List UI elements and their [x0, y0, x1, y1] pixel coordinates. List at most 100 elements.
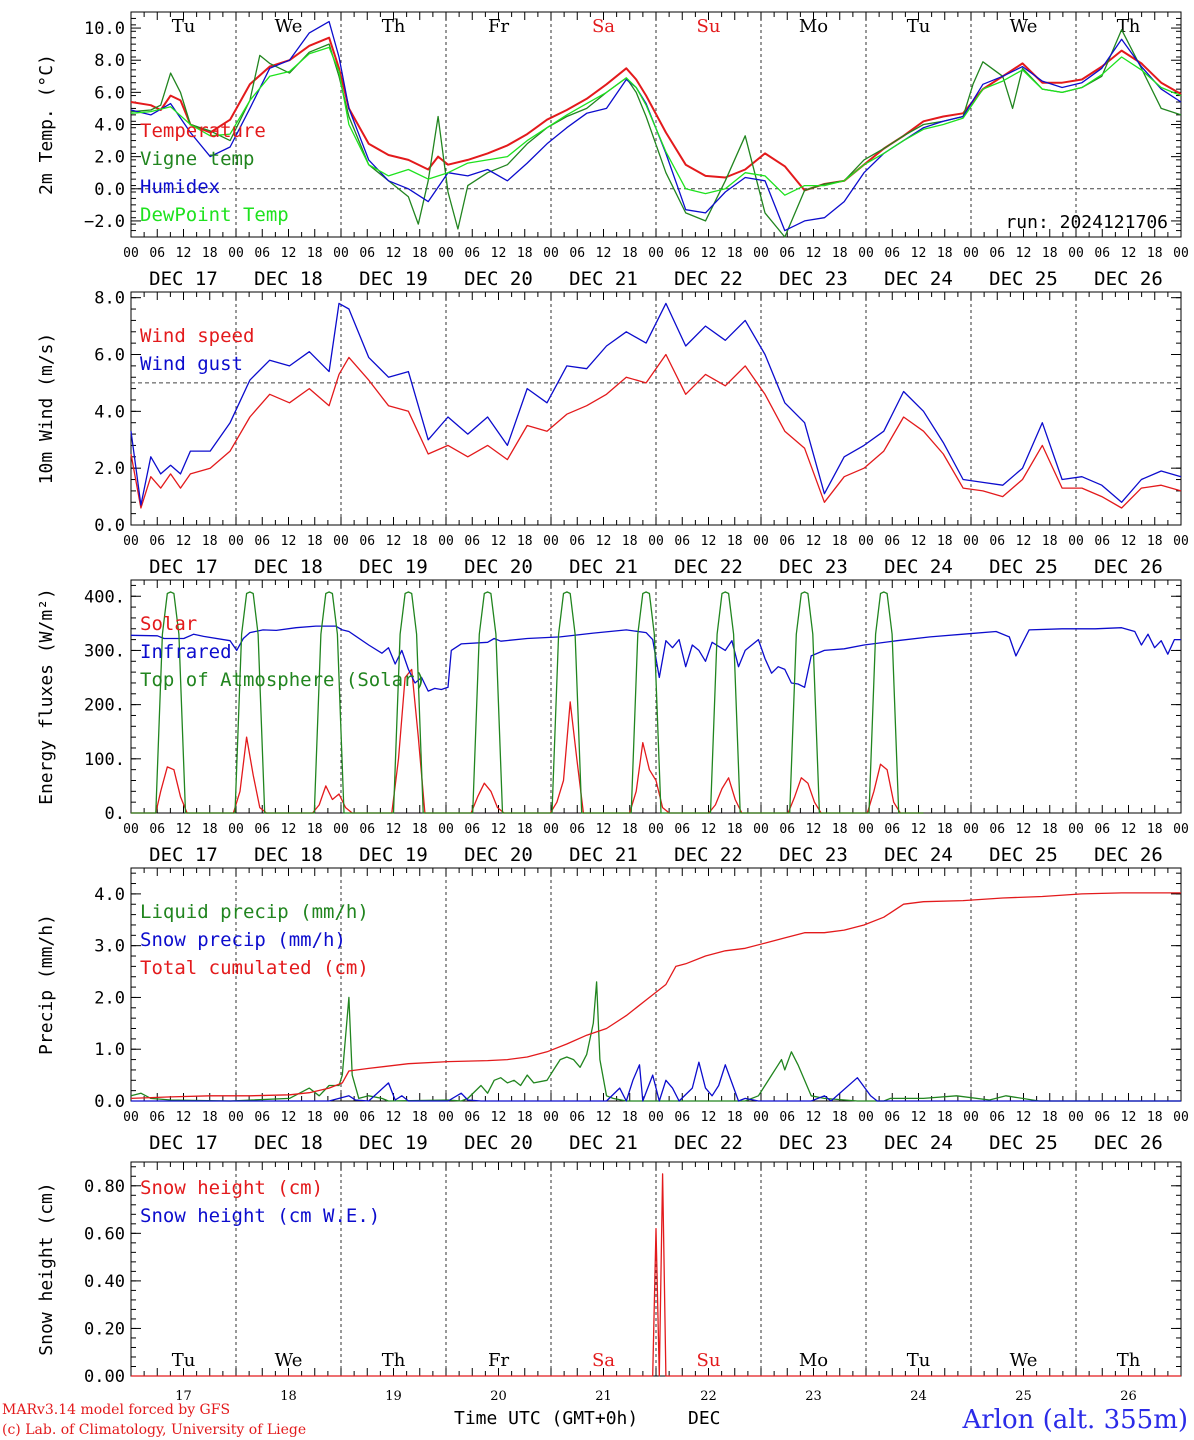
weekday-label: Tu	[172, 16, 196, 37]
y-tick-label: 0.0	[94, 1092, 125, 1112]
hour-tick-label: 06	[359, 1110, 375, 1125]
hour-tick-label: 06	[254, 1110, 270, 1125]
hour-tick-label: 18	[832, 822, 848, 837]
legend-entry: Total cumulated (cm)	[140, 957, 369, 979]
series-line	[130, 981, 1181, 1102]
date-label: DEC 22	[674, 844, 743, 866]
hour-tick-label: 06	[1094, 534, 1110, 549]
day-number-label: 22	[700, 1389, 717, 1404]
weekday-label: Tu	[907, 16, 931, 37]
hour-tick-label: 06	[1094, 822, 1110, 837]
hour-tick-label: 00	[963, 1110, 979, 1125]
chart-panel-3: 0. 100. 200. 300. 400. Energy fluxes (W/m²) 00…	[36, 579, 1189, 866]
hour-tick-label: 18	[412, 822, 428, 837]
chart-panel-5: 0.00 0.20 0.40 0.60 0.80 Snow height (cm) Tu We…	[36, 1161, 1182, 1404]
hour-tick-label: 00	[228, 822, 244, 837]
hour-tick-label: 00	[333, 822, 349, 837]
hour-tick-label: 18	[937, 822, 953, 837]
date-label: DEC 18	[254, 268, 323, 290]
hour-tick-label: 06	[464, 534, 480, 549]
hour-tick-label: 12	[491, 534, 507, 549]
hour-tick-label: 12	[701, 1110, 717, 1125]
weekday-label: Fr	[488, 16, 509, 37]
hour-tick-label: 00	[648, 1110, 664, 1125]
date-label: DEC 17	[149, 268, 218, 290]
date-label: DEC 24	[884, 268, 953, 290]
date-label: DEC 24	[884, 556, 953, 578]
y-tick-label: 0.0	[94, 180, 125, 200]
hour-tick-label: 00	[543, 822, 559, 837]
hour-tick-label: 12	[596, 822, 612, 837]
weekday-label: Tu	[907, 1350, 931, 1371]
hour-tick-label: 18	[622, 246, 638, 261]
day-number-label: 19	[385, 1389, 402, 1404]
date-label: DEC 21	[569, 556, 638, 578]
hour-tick-label: 06	[569, 1110, 585, 1125]
legend-entry: Wind speed	[140, 325, 254, 347]
date-label: DEC 20	[464, 844, 533, 866]
hour-tick-label: 00	[333, 534, 349, 549]
legend-entry: Solar	[140, 613, 197, 635]
date-label: DEC 24	[884, 1132, 953, 1154]
weekday-label: Th	[382, 1350, 406, 1371]
hour-tick-label: 12	[1121, 246, 1137, 261]
hour-tick-label: 00	[858, 534, 874, 549]
y-tick-label: 6.0	[94, 83, 125, 103]
series-line	[130, 302, 1182, 506]
chart-panel-4: 0.0 1.0 2.0 3.0 4.0 Precip (mm/h) 00 06 12 18 DEC …	[36, 867, 1189, 1154]
hour-tick-label: 00	[1173, 246, 1189, 261]
hour-tick-label: 06	[884, 1110, 900, 1125]
hour-tick-label: 06	[674, 1110, 690, 1125]
hour-tick-label: 06	[1094, 246, 1110, 261]
hour-tick-label: 18	[412, 1110, 428, 1125]
hour-tick-label: 12	[176, 246, 192, 261]
hour-tick-label: 18	[937, 1110, 953, 1125]
hour-tick-label: 00	[438, 246, 454, 261]
hour-tick-label: 00	[1173, 534, 1189, 549]
series-line	[130, 46, 1182, 196]
weekday-label: Th	[382, 16, 406, 37]
hour-tick-label: 18	[1147, 534, 1163, 549]
hour-tick-label: 00	[1068, 246, 1084, 261]
date-label: DEC 17	[149, 844, 218, 866]
date-label: DEC 22	[674, 1132, 743, 1154]
hour-tick-label: 00	[543, 1110, 559, 1125]
date-label: DEC 22	[674, 268, 743, 290]
hour-tick-label: 12	[911, 534, 927, 549]
y-tick-label: 0.60	[84, 1224, 125, 1244]
hour-tick-label: 12	[701, 822, 717, 837]
hour-tick-label: 12	[911, 246, 927, 261]
hour-tick-label: 06	[989, 246, 1005, 261]
weekday-label: Fr	[488, 1350, 509, 1371]
y-tick-label: −2.0	[84, 212, 125, 232]
hour-tick-label: 06	[989, 534, 1005, 549]
hour-tick-label: 00	[648, 534, 664, 549]
y-tick-label: 6.0	[94, 346, 125, 366]
weekday-label: Su	[697, 1350, 721, 1371]
weekday-label: Mo	[799, 1350, 828, 1371]
hour-tick-label: 00	[333, 246, 349, 261]
hour-tick-label: 00	[228, 1110, 244, 1125]
hour-tick-label: 12	[596, 534, 612, 549]
hour-tick-label: 06	[674, 246, 690, 261]
hour-tick-label: 12	[491, 1110, 507, 1125]
hour-tick-label: 06	[884, 822, 900, 837]
hour-tick-label: 06	[149, 1110, 165, 1125]
y-tick-label: 8.0	[94, 51, 125, 71]
hour-tick-label: 06	[884, 534, 900, 549]
hour-tick-label: 06	[569, 822, 585, 837]
y-tick-label: 0.80	[84, 1177, 125, 1197]
hour-tick-label: 00	[648, 822, 664, 837]
hour-tick-label: 06	[359, 534, 375, 549]
hour-tick-label: 00	[753, 246, 769, 261]
y-tick-label: 2.0	[94, 148, 125, 168]
hour-tick-label: 12	[701, 534, 717, 549]
weekday-label: Mo	[799, 16, 828, 37]
hour-tick-label: 18	[202, 1110, 218, 1125]
y-tick-label: 0.0	[94, 516, 125, 536]
date-label: DEC 19	[359, 556, 428, 578]
date-label: DEC 20	[464, 1132, 533, 1154]
weekday-label: Tu	[172, 1350, 196, 1371]
hour-tick-label: 00	[333, 1110, 349, 1125]
date-label: DEC 23	[779, 268, 848, 290]
